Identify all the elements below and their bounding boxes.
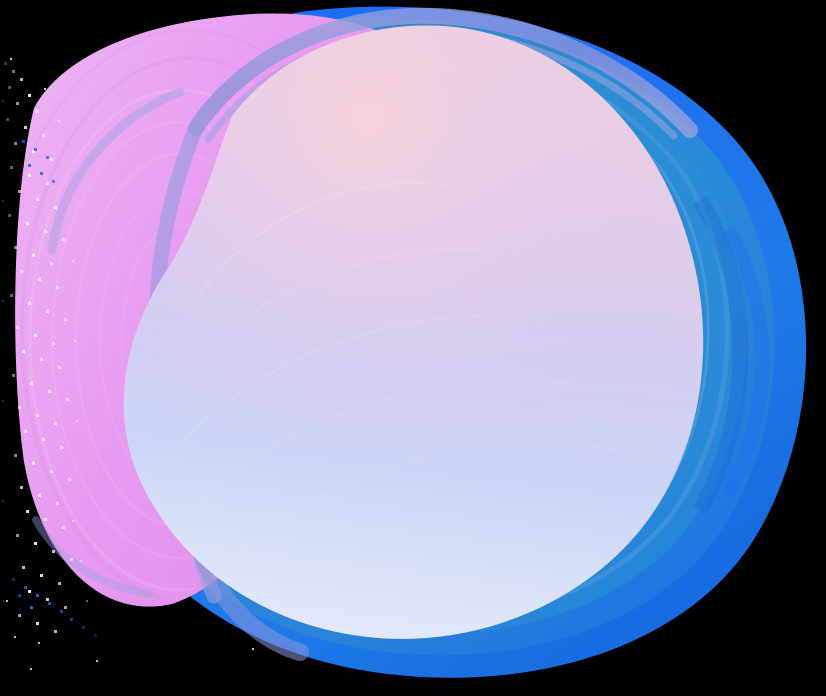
periwinkle-stroke-top — [188, 7, 698, 138]
periwinkle-stroke-magenta-edge — [47, 87, 185, 255]
inner-blob-texture — [171, 182, 619, 577]
scattered-specks — [6, 58, 254, 670]
dither-speckle-edge — [2, 62, 97, 637]
inner-blob-group — [123, 25, 704, 639]
periwinkle-stroke-magenta-edge-2 — [32, 516, 154, 598]
inner-blob-highlight — [123, 25, 704, 639]
